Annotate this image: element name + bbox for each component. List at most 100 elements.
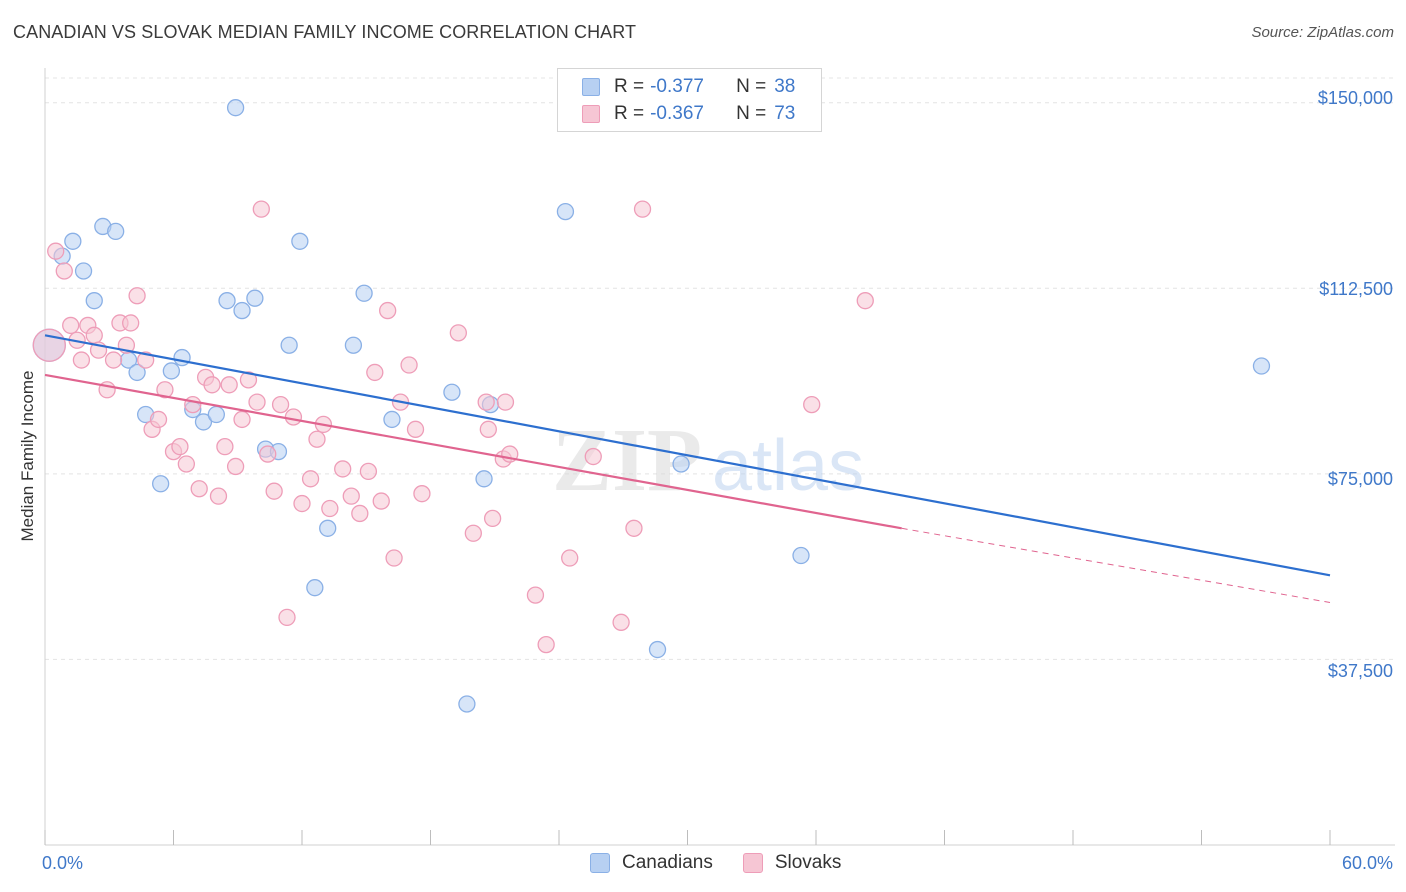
canadians-point [128,363,146,382]
canadians-point [226,99,245,117]
slovaks-point [271,395,290,414]
canadians-legend-label: Canadians [622,852,713,873]
legend-r-label: R = [614,103,645,124]
slovaks-point [278,608,296,627]
legend-n-label: N = [736,103,767,124]
slovaks-point [85,326,103,344]
slovaks-trend-extension [901,527,1331,604]
canadians-point [107,222,125,241]
slovaks-point [216,438,234,456]
canadians-point [207,405,225,424]
canadians-point [64,232,82,250]
slovaks-point [612,613,630,631]
slovaks-point [625,519,643,537]
slovaks-point [526,586,545,604]
canadians-point [74,262,93,280]
slovaks-point [226,457,245,476]
chart-title: CANADIAN VS SLOVAK MEDIAN FAMILY INCOME … [13,22,637,42]
legend-item-slovaks[interactable]: Slovaks [742,852,842,874]
slovaks-point [413,485,431,503]
slovaks-point [203,376,221,394]
canadians-point [792,546,810,565]
slovaks-point [479,420,497,438]
slovaks-point [190,480,208,498]
slovaks-point [633,200,652,218]
legend-item-canadians[interactable]: Canadians [590,852,713,874]
grid-layer [45,77,1395,660]
stats-legend: R = -0.377 N = 38 R = -0.367 N = 73 [557,68,822,132]
canadians-point [85,292,103,310]
canadians-point [291,232,309,250]
y-tick-label-75000: $75,000 [1328,469,1393,489]
slovaks-point [537,635,555,654]
slovaks-point [72,351,91,369]
canadians-point [151,475,170,493]
slovaks-point [32,328,66,362]
y-tick-label-37500: $37,500 [1328,661,1393,681]
chart-source: Source: ZipAtlas.com [1251,24,1394,41]
canadians-point [475,470,493,488]
slovaks-point [104,351,123,369]
slovaks-point [351,504,369,523]
canadians-point [280,336,298,354]
canadians-point [648,640,667,659]
slovaks-point [149,410,168,429]
slovaks-point [334,460,352,478]
slovaks-point [220,376,238,394]
slovaks-legend-label: Slovaks [774,852,842,873]
trend-lines [44,334,1331,604]
slovaks-swatch [582,105,600,123]
canadians-point [383,410,401,429]
canadians-point [194,413,213,431]
slovaks-point [464,524,482,542]
slovaks-point [342,487,360,505]
points-layer [32,99,1271,713]
slovaks-point [233,410,251,429]
canadians-point [1252,357,1271,375]
slovaks-point [477,393,495,411]
slovaks-point [301,470,320,488]
slovaks-point [128,287,146,305]
slovaks-point [366,363,384,382]
canadians-trend-line [44,334,1331,577]
legend-r-value: -0.377 [650,76,704,97]
canadians-point [355,284,373,302]
slovaks-point [239,371,258,389]
slovaks-point [209,487,228,505]
watermark-atlas: atlas [712,426,864,506]
canadians-point [458,695,476,713]
slovaks-point [803,395,821,414]
canadians-point [173,348,191,367]
slovaks-point [284,408,303,426]
y-tick-label-112500: $112,500 [1319,279,1393,299]
canadians-point [344,336,363,354]
canadians-point [233,301,251,320]
slovaks-point [137,351,155,369]
slovaks-legend-swatch [742,853,763,873]
slovaks-point [584,447,602,466]
slovaks-point [252,200,270,218]
legend-n-label: N = [736,76,767,97]
y-tick-label-150000: $150,000 [1318,88,1393,108]
x-tick-label-min: 0.0% [42,853,83,873]
slovaks-point [496,393,515,411]
series-legend: Canadians Slovaks [590,852,871,874]
slovaks-point [321,499,339,518]
slovaks-point [483,509,502,528]
slovaks-point [379,301,397,320]
legend-r-value: -0.367 [650,103,704,124]
slovaks-point [259,445,277,463]
slovaks-point [293,494,311,513]
axes [44,68,1395,846]
slovaks-point [62,316,80,335]
canadians-point [443,383,461,401]
slovaks-point [856,292,874,310]
slovaks-point [265,482,283,500]
x-tick-label-max: 60.0% [1342,853,1393,873]
legend-n-value: 38 [774,76,796,97]
canadians-point [246,289,264,307]
y-axis-title: Median Family Income [18,370,37,541]
slovaks-point [177,455,196,473]
slovaks-trend-line [44,373,902,530]
